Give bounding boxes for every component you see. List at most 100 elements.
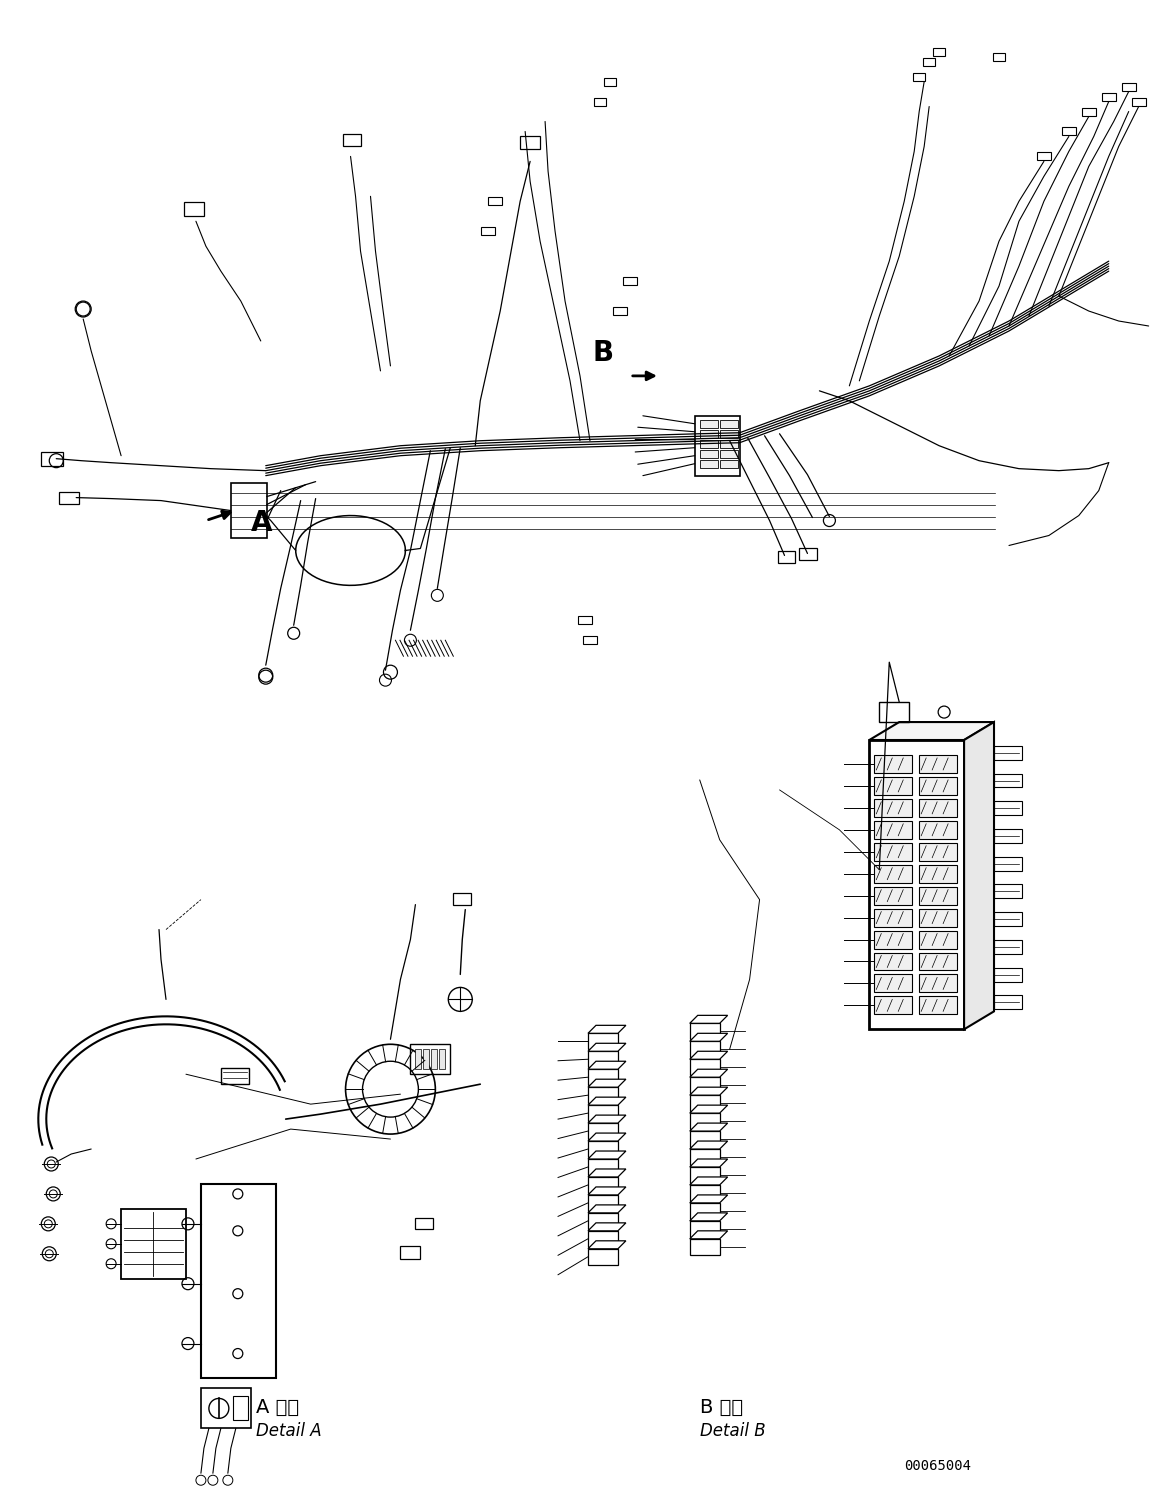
Bar (423, 1049, 429, 1070)
Polygon shape (588, 1025, 626, 1033)
Bar (411, 1045, 450, 1074)
Polygon shape (588, 1187, 626, 1195)
Polygon shape (588, 1152, 626, 1159)
Bar (919, 930, 957, 948)
Bar (481, 228, 495, 235)
Bar (919, 799, 957, 817)
Bar (690, 1113, 720, 1129)
Bar (994, 995, 1022, 1009)
Bar (1037, 152, 1051, 161)
Bar (588, 1123, 618, 1138)
Bar (875, 754, 912, 772)
Bar (201, 1184, 276, 1378)
Bar (1132, 98, 1146, 106)
Bar (690, 1059, 720, 1076)
Bar (875, 821, 912, 839)
Bar (221, 1068, 249, 1085)
Polygon shape (690, 1231, 728, 1240)
Text: A: A (251, 509, 272, 537)
Bar (720, 420, 737, 427)
Bar (1121, 82, 1136, 91)
Bar (415, 1049, 421, 1070)
Bar (613, 307, 627, 315)
Bar (230, 482, 266, 539)
Bar (588, 1070, 618, 1085)
Polygon shape (690, 1177, 728, 1184)
Bar (1062, 128, 1076, 135)
Bar (994, 940, 1022, 954)
Bar (919, 821, 957, 839)
Polygon shape (690, 1051, 728, 1059)
Bar (690, 1167, 720, 1183)
Bar (923, 58, 935, 65)
Polygon shape (588, 1043, 626, 1051)
Bar (690, 1184, 720, 1201)
Polygon shape (690, 1033, 728, 1042)
Polygon shape (690, 1088, 728, 1095)
Polygon shape (964, 722, 994, 1030)
Bar (1082, 107, 1096, 116)
Bar (690, 1095, 720, 1112)
Bar (994, 857, 1022, 870)
Bar (588, 1231, 618, 1247)
Bar (919, 887, 957, 905)
Bar (583, 637, 597, 644)
Bar (993, 52, 1005, 61)
Bar (869, 740, 964, 1030)
Polygon shape (588, 1170, 626, 1177)
Bar (201, 1388, 251, 1428)
Bar (994, 745, 1022, 760)
Bar (233, 1396, 248, 1421)
Bar (875, 909, 912, 927)
Bar (994, 912, 1022, 926)
Bar (875, 887, 912, 905)
Bar (875, 799, 912, 817)
Bar (875, 777, 912, 795)
Text: Detail A: Detail A (256, 1423, 321, 1440)
Bar (690, 1077, 720, 1094)
Bar (690, 1240, 720, 1254)
Bar (700, 440, 718, 448)
Bar (690, 1024, 720, 1039)
Bar (694, 415, 740, 476)
Text: 00065004: 00065004 (904, 1460, 971, 1473)
Bar (604, 77, 616, 86)
Bar (588, 1088, 618, 1103)
Bar (919, 777, 957, 795)
Polygon shape (690, 1159, 728, 1167)
Bar (700, 449, 718, 458)
Polygon shape (690, 1213, 728, 1220)
Bar (588, 1141, 618, 1158)
Polygon shape (588, 1205, 626, 1213)
Bar (994, 829, 1022, 844)
Bar (778, 552, 795, 564)
Bar (520, 137, 540, 149)
Bar (690, 1149, 720, 1165)
Bar (588, 1248, 618, 1265)
Polygon shape (588, 1097, 626, 1106)
Polygon shape (588, 1079, 626, 1088)
Bar (415, 1217, 434, 1229)
Bar (594, 98, 606, 106)
Bar (431, 1049, 437, 1070)
Bar (588, 1213, 618, 1229)
Bar (994, 967, 1022, 982)
Bar (919, 997, 957, 1015)
Polygon shape (690, 1195, 728, 1202)
Polygon shape (690, 1070, 728, 1077)
Bar (720, 460, 737, 467)
Bar (121, 1208, 186, 1278)
Bar (875, 930, 912, 948)
Bar (919, 754, 957, 772)
Bar (690, 1131, 720, 1147)
Bar (919, 952, 957, 970)
Bar (578, 616, 592, 625)
Bar (184, 202, 204, 216)
Bar (623, 277, 637, 286)
Bar (588, 1106, 618, 1120)
Bar (913, 73, 926, 80)
Bar (720, 449, 737, 458)
Bar (919, 865, 957, 882)
Bar (690, 1220, 720, 1237)
Polygon shape (588, 1241, 626, 1248)
